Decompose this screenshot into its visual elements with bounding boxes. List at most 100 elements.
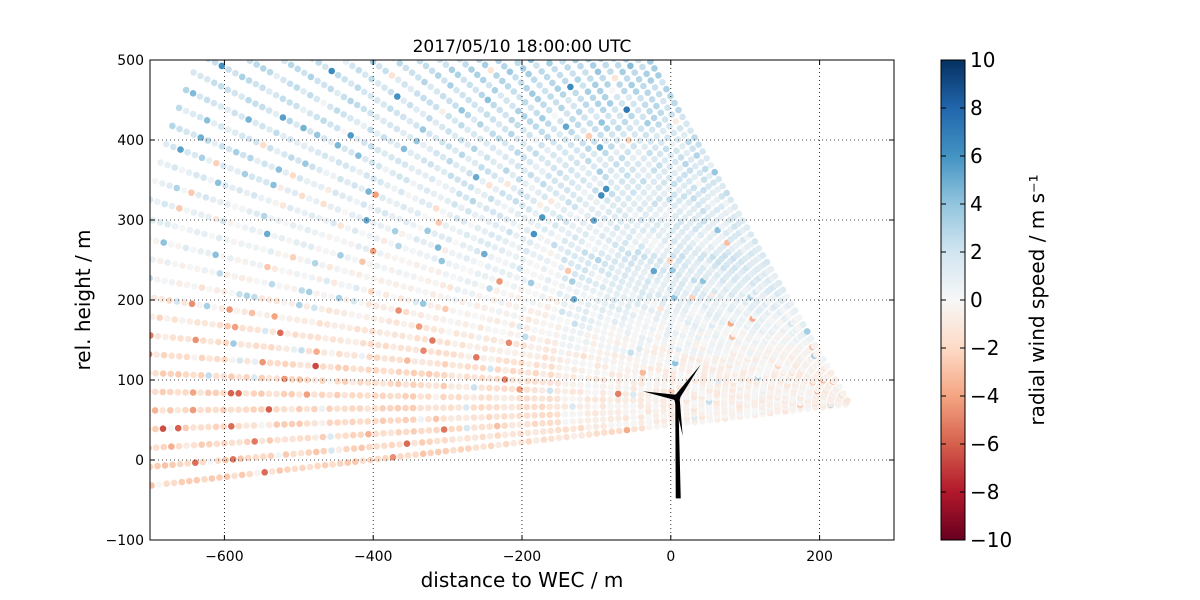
scan-point xyxy=(220,162,227,170)
scan-point xyxy=(367,109,374,117)
scan-point xyxy=(183,128,190,136)
scan-point xyxy=(718,193,726,200)
scan-point xyxy=(167,407,174,414)
scan-point xyxy=(260,141,267,149)
scan-point xyxy=(253,61,260,68)
scan-point xyxy=(248,309,256,317)
scan-point xyxy=(343,445,350,453)
scan-point xyxy=(409,247,417,255)
scan-point xyxy=(638,334,646,341)
scan-point xyxy=(540,101,547,108)
scan-point xyxy=(654,371,662,379)
scan-point xyxy=(596,156,603,163)
scan-point xyxy=(410,180,417,187)
scan-point xyxy=(719,182,726,190)
scan-point xyxy=(645,397,652,404)
scan-point xyxy=(543,205,550,213)
scan-point xyxy=(478,214,486,222)
scan-point xyxy=(514,121,521,129)
scan-point xyxy=(474,344,481,351)
scan-point xyxy=(481,228,489,235)
scan-point xyxy=(659,300,667,307)
scan-point xyxy=(563,365,571,372)
scan-point xyxy=(502,153,509,161)
scan-point xyxy=(658,323,665,331)
scan-point xyxy=(445,328,453,336)
scan-point xyxy=(258,194,265,202)
scan-point xyxy=(585,242,592,249)
scan-point xyxy=(611,106,619,113)
scan-point xyxy=(370,219,378,227)
scan-point xyxy=(265,197,272,204)
scan-point xyxy=(495,234,503,242)
scan-point xyxy=(502,431,509,439)
scan-point xyxy=(631,254,638,262)
scan-point xyxy=(552,190,560,197)
scan-point xyxy=(650,267,658,275)
scan-point xyxy=(690,205,698,213)
scan-point xyxy=(378,277,385,285)
scan-point xyxy=(315,214,323,222)
scan-point xyxy=(220,389,227,397)
scan-point xyxy=(372,430,380,438)
scan-point xyxy=(614,396,622,404)
scan-point xyxy=(573,288,580,296)
scan-point xyxy=(584,331,592,339)
scan-point xyxy=(286,99,294,106)
scan-point xyxy=(455,383,463,391)
scan-point xyxy=(300,142,308,150)
scan-point xyxy=(503,216,511,223)
scan-point xyxy=(611,213,619,220)
scan-point xyxy=(532,210,539,217)
scan-point xyxy=(446,157,454,165)
scan-point xyxy=(533,242,541,250)
scan-point xyxy=(592,423,600,431)
scan-point xyxy=(242,258,249,266)
scan-point xyxy=(648,126,656,133)
scan-point xyxy=(632,238,639,246)
scan-point xyxy=(413,236,420,243)
scan-point xyxy=(554,395,561,403)
scan-point xyxy=(358,352,366,360)
scan-point xyxy=(650,114,658,122)
scan-point xyxy=(437,194,445,201)
scan-point xyxy=(485,394,493,402)
scan-point xyxy=(686,178,693,185)
scan-point xyxy=(456,425,463,432)
scan-point xyxy=(495,135,503,142)
scan-point xyxy=(647,77,655,84)
scan-point xyxy=(636,137,643,144)
scan-point xyxy=(531,386,539,394)
scan-point xyxy=(481,304,488,312)
scan-point xyxy=(634,107,642,114)
scan-point xyxy=(540,180,547,188)
scan-point xyxy=(251,438,258,445)
scan-point xyxy=(380,117,387,125)
scan-point xyxy=(672,158,679,166)
scan-point xyxy=(261,327,269,335)
scan-point xyxy=(466,244,474,252)
scan-point xyxy=(470,404,478,411)
scan-point xyxy=(586,324,593,332)
scan-point xyxy=(231,203,239,210)
scan-point xyxy=(291,285,298,293)
scan-point xyxy=(644,248,652,255)
scan-point xyxy=(272,199,280,207)
scan-point xyxy=(526,131,533,139)
scan-point xyxy=(557,182,565,189)
scan-point xyxy=(381,210,389,217)
scan-point xyxy=(331,322,339,329)
scan-point xyxy=(484,96,492,104)
scan-point xyxy=(629,228,637,235)
scan-point xyxy=(602,149,609,157)
scan-point xyxy=(245,77,253,84)
scan-point xyxy=(574,172,581,179)
scan-point xyxy=(316,166,323,174)
scan-point xyxy=(621,256,629,263)
scan-point xyxy=(235,373,243,381)
scan-point xyxy=(535,189,542,196)
scan-point xyxy=(660,402,667,410)
scan-point xyxy=(703,155,710,162)
scan-point xyxy=(483,205,490,212)
scan-point xyxy=(488,355,495,363)
